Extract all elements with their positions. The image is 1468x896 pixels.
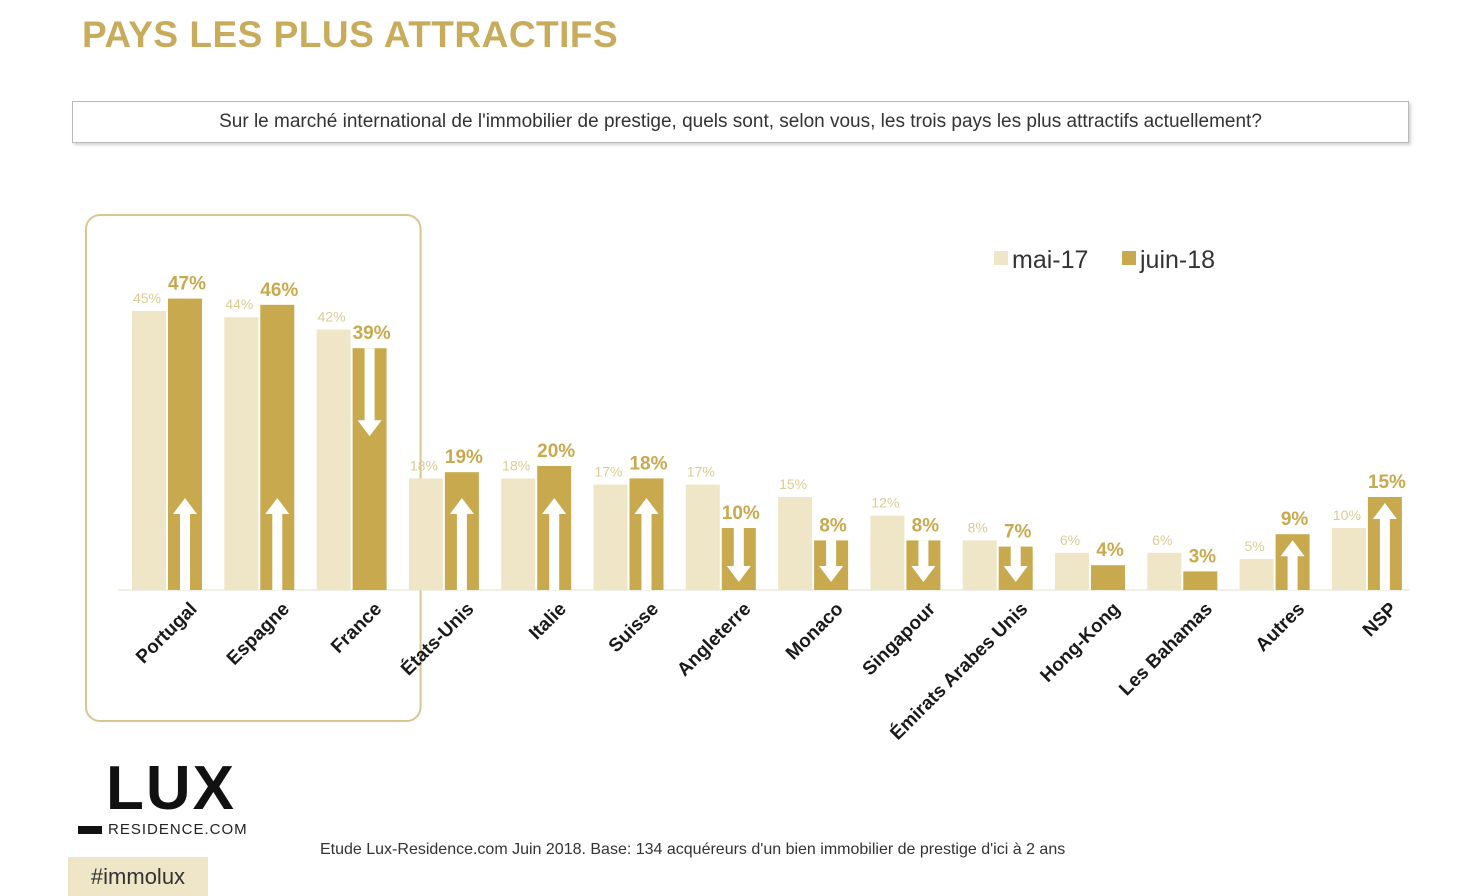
value-label-mai-17: 6% (1060, 532, 1080, 548)
source-note: Etude Lux-Residence.com Juin 2018. Base:… (320, 841, 1066, 858)
bar-mai-17 (224, 317, 259, 590)
value-label-mai-17: 8% (968, 519, 988, 535)
bar-mai-17 (316, 329, 351, 590)
category-label: Hong-Kong (1037, 599, 1125, 687)
value-label-juin-18: 4% (1096, 540, 1124, 561)
value-label-juin-18: 15% (1368, 472, 1406, 493)
bar-mai-17 (685, 484, 720, 590)
value-label-juin-18: 19% (445, 447, 483, 468)
value-label-juin-18: 9% (1281, 509, 1309, 530)
trend-down-arrow-icon (726, 528, 751, 582)
bar-mai-17 (778, 497, 813, 590)
value-label-juin-18: 39% (353, 323, 391, 344)
bar-mai-17 (1239, 559, 1274, 590)
trend-down-arrow-icon (819, 540, 844, 582)
value-label-mai-17: 15% (779, 476, 807, 492)
bar-mai-17 (1147, 552, 1182, 590)
bar-mai-17 (1331, 528, 1366, 590)
legend-swatch-juin-18 (1122, 251, 1136, 265)
trend-up-arrow-icon (449, 498, 474, 590)
page-title: PAYS LES PLUS ATTRACTIFS (82, 14, 619, 55)
value-label-juin-18: 8% (819, 515, 847, 536)
value-label-juin-18: 7% (1004, 522, 1032, 543)
logo-lux-text: LUX (106, 754, 236, 823)
bar-mai-17 (962, 540, 997, 590)
value-label-mai-17: 5% (1244, 538, 1264, 554)
category-label: Suisse (605, 599, 663, 657)
value-label-juin-18: 20% (537, 441, 575, 462)
category-label: NSP (1359, 598, 1402, 641)
value-label-mai-17: 6% (1152, 532, 1172, 548)
logo-residence-text: RESIDENCE.COM (108, 821, 248, 838)
category-label: Espagne (223, 599, 294, 670)
bar-mai-17 (132, 311, 166, 590)
trend-up-arrow-icon (173, 498, 197, 590)
bar-mai-17 (408, 478, 443, 590)
trend-up-arrow-icon (634, 498, 659, 590)
value-label-mai-17: 18% (502, 457, 530, 473)
category-label: Angleterre (673, 599, 755, 681)
value-label-mai-17: 10% (1333, 507, 1361, 523)
value-label-mai-17: 12% (871, 495, 899, 511)
hashtag-badge: #immolux (68, 857, 208, 896)
category-label: Monaco (782, 599, 848, 665)
legend-label-juin-18: juin-18 (1139, 246, 1215, 274)
value-label-mai-17: 42% (318, 309, 346, 325)
trend-down-arrow-icon (911, 540, 936, 582)
value-label-mai-17: 17% (594, 464, 622, 480)
category-label: États-Unis (396, 598, 478, 680)
value-label-mai-17: 44% (225, 296, 253, 312)
value-label-juin-18: 46% (260, 280, 298, 301)
value-label-juin-18: 47% (168, 274, 206, 295)
bar-juin-18 (1091, 565, 1125, 590)
bar-mai-17 (501, 478, 536, 590)
hashtag-text: #immolux (90, 863, 186, 889)
category-label: Les Bahamas (1115, 599, 1216, 700)
value-label-juin-18: 18% (629, 453, 667, 474)
bar-mai-17 (1055, 552, 1089, 590)
trend-up-arrow-icon (542, 498, 567, 590)
question-text: Sur le marché international de l'immobil… (219, 111, 1262, 132)
trend-down-arrow-icon (357, 348, 382, 437)
legend-label-mai-17: mai-17 (1012, 246, 1088, 274)
bar-mai-17 (593, 484, 628, 590)
value-label-mai-17: 17% (687, 464, 715, 480)
category-label: Singapour (859, 598, 941, 680)
category-label: Portugal (132, 599, 201, 668)
category-label: Italie (525, 599, 570, 644)
trend-down-arrow-icon (1003, 546, 1028, 582)
legend-swatch-mai-17 (994, 251, 1008, 265)
question-box: Sur le marché international de l'immobil… (72, 101, 1409, 143)
category-label: Autres (1252, 599, 1309, 656)
bar-mai-17 (870, 515, 905, 590)
logo-underline (78, 826, 102, 834)
trend-up-arrow-icon (265, 498, 290, 590)
value-label-mai-17: 45% (133, 290, 161, 306)
category-label: France (327, 599, 386, 658)
trend-up-arrow-icon (1280, 540, 1305, 590)
highlight-frame (85, 214, 422, 722)
bar-juin-18 (1183, 571, 1218, 590)
value-label-juin-18: 8% (912, 515, 940, 536)
value-label-mai-17: 18% (410, 457, 438, 473)
value-label-juin-18: 10% (722, 503, 760, 524)
value-label-juin-18: 3% (1189, 546, 1217, 567)
trend-up-arrow-icon (1372, 503, 1397, 590)
